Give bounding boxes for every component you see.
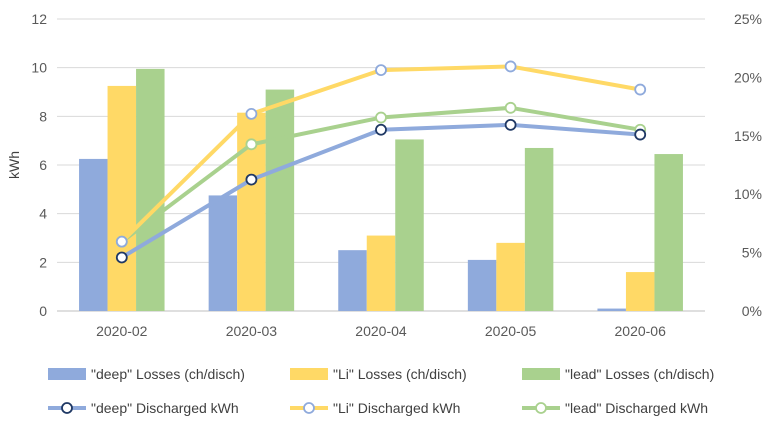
bar xyxy=(395,139,424,311)
series-point xyxy=(245,138,258,151)
legend-marker xyxy=(303,402,315,414)
legend-marker xyxy=(61,402,73,414)
y2-tick-label: 10% xyxy=(734,186,762,202)
series-point xyxy=(245,173,258,186)
y-tick-label: 2 xyxy=(39,254,47,270)
x-tick-label: 2020-04 xyxy=(355,323,407,339)
bar xyxy=(136,68,165,311)
legend-label: "deep" Discharged kWh xyxy=(91,400,239,416)
y-axis-right: 0% 5% 10% 15% 20% 25% xyxy=(734,11,762,319)
series-point xyxy=(375,123,387,136)
bar xyxy=(654,154,683,311)
line-series xyxy=(115,60,647,264)
x-tick-label: 2020-05 xyxy=(485,323,537,339)
series-point xyxy=(504,60,517,73)
bar xyxy=(366,235,396,311)
y-tick-label: 4 xyxy=(39,206,47,222)
legend-label: "Li" Losses (ch/disch) xyxy=(333,366,467,382)
bar xyxy=(496,242,525,311)
y2-tick-label: 25% xyxy=(734,11,762,27)
x-tick-label: 2020-06 xyxy=(615,323,667,339)
legend-swatch xyxy=(48,368,86,380)
bar xyxy=(107,85,137,312)
x-tick-label: 2020-02 xyxy=(96,323,148,339)
bar xyxy=(338,250,367,311)
legend-swatch xyxy=(290,368,328,380)
legend-marker xyxy=(535,402,547,414)
legend: "deep" Losses (ch/disch) "Li" Losses (ch/… xyxy=(48,366,714,416)
y2-tick-label: 0% xyxy=(742,303,762,319)
series-point xyxy=(504,118,517,131)
y-tick-label: 6 xyxy=(39,157,47,173)
series-point xyxy=(115,251,128,264)
bar xyxy=(208,195,238,311)
y-tick-label: 12 xyxy=(31,11,47,27)
series-point xyxy=(375,111,387,124)
series-point xyxy=(115,235,128,248)
y-axis-title: kWh xyxy=(6,151,22,179)
series-point xyxy=(634,83,647,96)
bar xyxy=(265,89,295,311)
legend-label: "lead" Discharged kWh xyxy=(565,400,708,416)
bar xyxy=(625,272,655,311)
y2-tick-label: 15% xyxy=(734,128,762,144)
legend-swatch xyxy=(522,368,560,380)
legend-label: "lead" Losses (ch/disch) xyxy=(565,366,714,382)
y-tick-label: 8 xyxy=(39,108,47,124)
y2-tick-label: 20% xyxy=(734,69,762,85)
series-point xyxy=(245,108,258,120)
series-line xyxy=(120,64,641,244)
x-axis: 2020-02 2020-03 2020-04 2020-05 2020-06 xyxy=(96,323,666,339)
series-point xyxy=(375,64,387,76)
y-axis-left: 0 2 4 6 8 10 12 xyxy=(31,11,47,319)
bar xyxy=(524,147,554,311)
bar xyxy=(597,308,626,311)
series-point xyxy=(504,101,517,114)
legend-label: "deep" Losses (ch/disch) xyxy=(91,366,245,382)
y-tick-label: 0 xyxy=(39,303,47,319)
x-tick-label: 2020-03 xyxy=(226,323,278,339)
y-tick-label: 10 xyxy=(31,60,47,76)
series-point xyxy=(634,128,647,141)
bar xyxy=(79,158,108,311)
legend-label: "Li" Discharged kWh xyxy=(333,400,460,416)
bar xyxy=(467,259,497,311)
y2-tick-label: 5% xyxy=(742,245,762,261)
bar-series xyxy=(79,68,683,312)
